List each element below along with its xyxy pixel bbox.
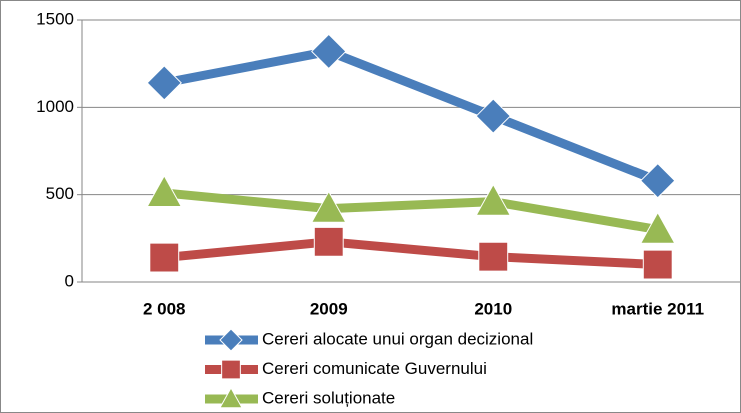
y-tick-label: 0 (65, 271, 74, 290)
y-tick-label: 1500 (36, 9, 74, 28)
series-line (163, 188, 659, 235)
legend-marker (221, 359, 241, 380)
data-point (640, 162, 676, 199)
data-point (146, 174, 183, 208)
y-tick-label: 1000 (36, 97, 74, 116)
data-point (475, 183, 512, 216)
x-tick-label: 2009 (310, 299, 348, 318)
data-point (478, 241, 509, 272)
data-point (146, 65, 182, 101)
data-point (311, 33, 347, 70)
data-point (313, 226, 344, 257)
data-point (310, 190, 347, 223)
y-tick-label: 500 (46, 184, 74, 203)
legend-label: Cereri soluționate (262, 388, 395, 407)
x-tick-label: 2 008 (143, 299, 186, 318)
legend-label: Cereri alocate unui organ decizional (262, 329, 533, 348)
x-tick-label: 2010 (474, 299, 512, 318)
data-point (149, 242, 180, 273)
legend-label: Cereri comunicate Guvernului (262, 359, 487, 378)
series-line (163, 46, 660, 185)
legend-marker (219, 328, 243, 352)
data-point (639, 211, 676, 244)
data-point (642, 249, 673, 280)
x-tick-label: martie 2011 (611, 299, 704, 318)
series-line (163, 237, 658, 270)
data-point (475, 98, 511, 134)
legend-marker (219, 386, 243, 409)
